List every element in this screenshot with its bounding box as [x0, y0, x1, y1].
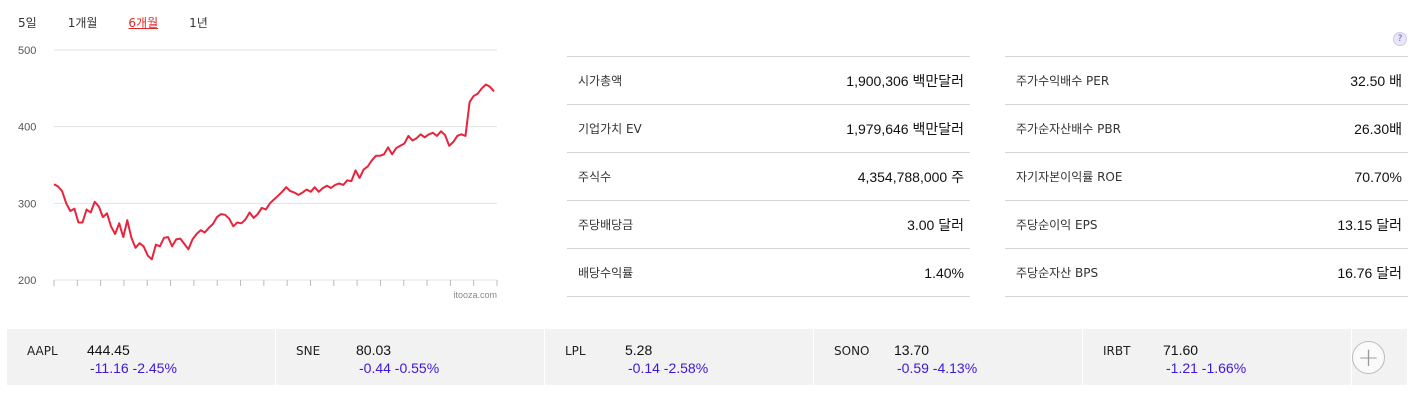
stat-value: 1,979,646 백만달러: [846, 120, 964, 137]
stat-value: 3.00 달러: [907, 216, 964, 233]
ticker-symbol: SNE: [296, 344, 321, 358]
stat-value: 4,354,788,000 주: [857, 168, 964, 185]
stat-row-dividend-yield: 배당수익률 1.40%: [567, 249, 970, 297]
stats-table-right: 주가수익배수 PER 32.50 배 주가순자산배수 PBR 26.30배 자기…: [1005, 56, 1408, 297]
stat-row-roe: 자기자본이익률 ROE 70.70%: [1005, 153, 1408, 201]
stat-value: 1.40%: [924, 264, 964, 281]
ticker-change: -0.14 -2.58%: [628, 360, 709, 376]
ticker-price: 5.28: [625, 342, 653, 358]
ticker-price: 80.03: [356, 342, 392, 358]
tab-1y[interactable]: 1년: [189, 16, 208, 30]
stat-row-per: 주가수익배수 PER 32.50 배: [1005, 57, 1408, 105]
range-tabs: 5일 1개월 6개월 1년: [18, 14, 239, 31]
ticker-symbol: AAPL: [27, 344, 58, 358]
plus-icon: +: [1357, 342, 1380, 373]
stat-row-bps: 주당순자산 BPS 16.76 달러: [1005, 249, 1408, 297]
stat-label: 주식수: [578, 170, 612, 184]
stat-label: 주가수익배수 PER: [1016, 74, 1110, 88]
ticker-sono[interactable]: SONO 13.70 -0.59 -4.13%: [814, 329, 1083, 385]
ticker-bar: AAPL 444.45 -11.16 -2.45% SNE 80.03 -0.4…: [7, 329, 1407, 385]
price-line: [53, 83, 495, 261]
ticker-symbol: IRBT: [1103, 344, 1131, 358]
stat-label: 배당수익률: [578, 266, 634, 280]
stat-value: 16.76 달러: [1337, 264, 1402, 281]
stats-table-left: 시가총액 1,900,306 백만달러 기업가치 EV 1,979,646 백만…: [567, 56, 970, 297]
price-chart: 500 400 300 200 itooza.com: [0, 36, 520, 306]
ticker-change: -11.16 -2.45%: [90, 360, 177, 376]
stat-row-pbr: 주가순자산배수 PBR 26.30배: [1005, 105, 1408, 153]
stat-row-market-cap: 시가총액 1,900,306 백만달러: [567, 57, 970, 105]
ticker-change: -1.21 -1.66%: [1166, 360, 1247, 376]
ticker-change: -0.59 -4.13%: [897, 360, 978, 376]
stat-label: 주당순자산 BPS: [1016, 266, 1099, 280]
chart-source-label: itooza.com: [453, 290, 497, 300]
price-chart-svg: 500 400 300 200 itooza.com: [18, 45, 498, 300]
ticker-change: -0.44 -0.55%: [359, 360, 440, 376]
stat-row-dividend: 주당배당금 3.00 달러: [567, 201, 970, 249]
stat-row-ev: 기업가치 EV 1,979,646 백만달러: [567, 105, 970, 153]
ticker-price: 444.45: [87, 342, 130, 358]
stat-value: 1,900,306 백만달러: [846, 72, 964, 89]
ticker-sne[interactable]: SNE 80.03 -0.44 -0.55%: [276, 329, 545, 385]
stat-label: 자기자본이익률 ROE: [1016, 170, 1123, 184]
tab-5d[interactable]: 5일: [18, 16, 37, 30]
stat-label: 시가총액: [578, 74, 623, 88]
stat-label: 주당순이익 EPS: [1016, 218, 1098, 232]
stat-label: 기업가치 EV: [578, 122, 642, 136]
ticker-symbol: LPL: [565, 344, 586, 358]
ticker-aapl[interactable]: AAPL 444.45 -11.16 -2.45%: [7, 329, 276, 385]
question-icon[interactable]: ?: [1393, 32, 1407, 46]
ticker-price: 71.60: [1163, 342, 1199, 358]
stat-label: 주당배당금: [578, 218, 634, 232]
y-tick-label: 200: [18, 275, 36, 287]
ticker-symbol: SONO: [834, 344, 870, 358]
ticker-irbt[interactable]: IRBT 71.60 -1.21 -1.66%: [1083, 329, 1352, 385]
y-tick-label: 300: [18, 198, 36, 210]
y-tick-label: 400: [18, 122, 36, 134]
stat-row-eps: 주당순이익 EPS 13.15 달러: [1005, 201, 1408, 249]
tab-1m[interactable]: 1개월: [67, 16, 98, 30]
tab-6m[interactable]: 6개월: [128, 16, 159, 30]
stat-label: 주가순자산배수 PBR: [1016, 122, 1121, 136]
stat-value: 13.15 달러: [1337, 216, 1402, 233]
ticker-price: 13.70: [894, 342, 930, 358]
stat-value: 26.30배: [1354, 120, 1402, 137]
stat-value: 32.50 배: [1350, 72, 1402, 89]
stat-row-shares: 주식수 4,354,788,000 주: [567, 153, 970, 201]
ticker-lpl[interactable]: LPL 5.28 -0.14 -2.58%: [545, 329, 814, 385]
y-tick-label: 500: [18, 45, 36, 57]
add-ticker-button[interactable]: +: [1352, 341, 1385, 374]
stat-value: 70.70%: [1354, 168, 1402, 185]
